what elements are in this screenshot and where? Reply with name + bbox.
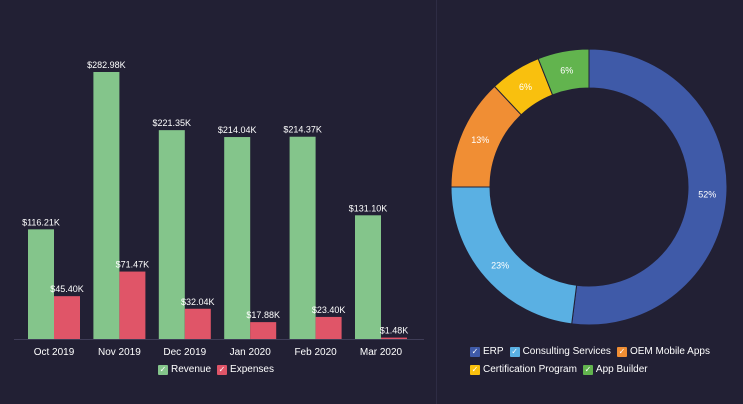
expenses-bar-oct-2019[interactable]: [54, 296, 80, 339]
donut-slice-label-consulting-services: 23%: [491, 260, 509, 270]
donut-slice-app-builder[interactable]: [537, 48, 590, 96]
x-tick-label-jan-2020: Jan 2020: [230, 347, 272, 358]
legend-label: Certification Program: [483, 364, 577, 375]
legend-label: App Builder: [595, 364, 648, 375]
check-icon[interactable]: ✓: [509, 346, 520, 357]
expenses-value-label-oct-2019: $45.40K: [50, 284, 84, 294]
legend-label: Consulting Services: [522, 346, 611, 357]
expenses-bar-jan-2020[interactable]: [250, 322, 277, 339]
expenses-bar-dec-2019[interactable]: [184, 308, 211, 339]
bar-chart: $116.21K $45.40K Oct 2019 $282.98K $71.47K No…: [14, 60, 424, 358]
revenue-value-label-mar-2020: $131.10K: [349, 203, 388, 213]
legend-item-certification-program[interactable]: ✓ Certification Program: [470, 364, 577, 375]
revenue-value-label-jan-2020: $214.04K: [218, 125, 257, 135]
legend-item-app-builder[interactable]: ✓ App Builder: [582, 364, 648, 375]
donut-legend-row-1: ✓ ERP ✓ Consulting Services ✓ OEM Mobile Apps: [470, 346, 710, 357]
donut-slice-erp[interactable]: [571, 48, 728, 326]
donut-legend-row-2: ✓ Certification Program ✓ App Builder: [470, 364, 648, 375]
x-tick-label-feb-2020: Feb 2020: [294, 347, 337, 358]
check-icon[interactable]: ✓: [470, 364, 480, 375]
expenses-bar-feb-2020[interactable]: [315, 316, 342, 339]
revenue-value-label-oct-2019: $116.21K: [22, 217, 60, 227]
donut-slice-label-certification-program: 6%: [519, 82, 532, 92]
expenses-value-label-jan-2020: $17.88K: [246, 310, 280, 320]
x-tick-label-dec-2019: Dec 2019: [163, 347, 206, 358]
legend-label: ERP: [483, 346, 504, 357]
panel-divider: [436, 0, 437, 404]
revenue-value-label-nov-2019: $282.98K: [87, 60, 126, 70]
expenses-value-label-feb-2020: $23.40K: [312, 305, 346, 315]
donut-slice-label-erp: 52%: [698, 189, 716, 199]
check-icon[interactable]: ✓: [158, 364, 168, 375]
legend-item-revenue[interactable]: ✓ Revenue: [158, 364, 211, 375]
revenue-bar-dec-2019[interactable]: [158, 130, 185, 339]
bar-legend: ✓ Revenue ✓ Expenses: [158, 364, 274, 375]
x-tick-label-nov-2019: Nov 2019: [98, 347, 141, 358]
x-tick-label-mar-2020: Mar 2020: [360, 347, 403, 358]
expenses-value-label-mar-2020: $1.48K: [380, 326, 409, 336]
revenue-bar-jan-2020[interactable]: [224, 137, 251, 339]
legend-item-expenses[interactable]: ✓ Expenses: [217, 364, 274, 375]
revenue-bar-oct-2019[interactable]: [28, 229, 54, 339]
check-icon[interactable]: ✓: [217, 364, 228, 375]
legend-item-erp[interactable]: ✓ ERP: [470, 346, 504, 357]
donut-slice-label-oem-mobile-apps: 13%: [471, 135, 489, 145]
legend-item-oem-mobile-apps[interactable]: ✓ OEM Mobile Apps: [616, 346, 710, 357]
expenses-value-label-dec-2019: $32.04K: [181, 297, 215, 307]
revenue-bar-mar-2020[interactable]: [355, 215, 381, 339]
revenue-value-label-feb-2020: $214.37K: [283, 125, 322, 135]
legend-label: Revenue: [171, 364, 212, 375]
revenue-bar-feb-2020[interactable]: [289, 136, 316, 339]
legend-item-consulting-services[interactable]: ✓ Consulting Services: [509, 346, 611, 357]
check-icon[interactable]: ✓: [616, 346, 627, 357]
expenses-value-label-nov-2019: $71.47K: [116, 260, 150, 270]
x-tick-label-oct-2019: Oct 2019: [34, 347, 75, 358]
revenue-bar-nov-2019[interactable]: [93, 72, 120, 339]
expenses-bar-nov-2019[interactable]: [119, 271, 146, 339]
donut-chart: 52% 23% 13% 6% 6%: [450, 48, 728, 326]
revenue-value-label-dec-2019: $221.35K: [153, 118, 192, 128]
check-icon[interactable]: ✓: [470, 346, 480, 357]
expenses-bar-mar-2020[interactable]: [381, 337, 407, 339]
legend-label: Expenses: [230, 364, 274, 375]
donut-slice-consulting-services[interactable]: [450, 186, 578, 325]
check-icon[interactable]: ✓: [582, 364, 593, 375]
donut-slice-label-app-builder: 6%: [560, 66, 573, 76]
legend-label: OEM Mobile Apps: [629, 346, 710, 357]
